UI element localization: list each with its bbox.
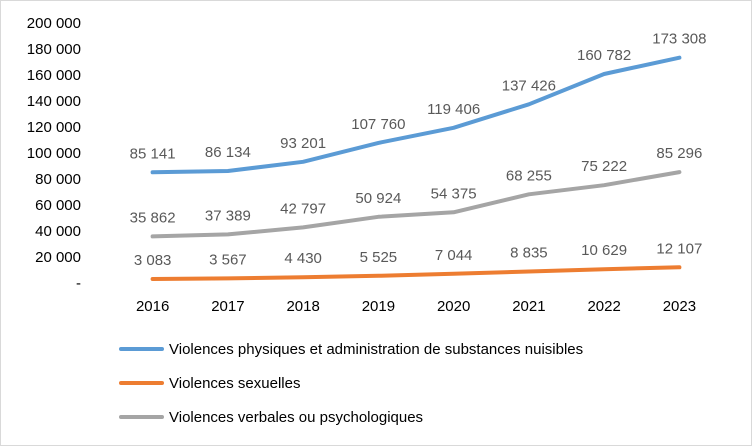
x-tick-label: 2020 (437, 298, 470, 315)
y-tick-label: 140 000 (27, 93, 81, 110)
data-label: 10 629 (581, 242, 627, 259)
data-label: 8 835 (510, 245, 548, 262)
legend-label: Violences verbales ou psychologiques (169, 409, 423, 426)
x-tick-label: 2023 (663, 298, 696, 315)
data-label: 85 296 (656, 145, 702, 162)
y-tick-label: 60 000 (35, 197, 81, 214)
data-label: 173 308 (652, 31, 706, 48)
series-line-2 (150, 170, 682, 239)
data-label: 37 389 (205, 207, 251, 224)
x-tick-label: 2021 (512, 298, 545, 315)
y-tick-label: 180 000 (27, 41, 81, 58)
series-line-0 (150, 55, 682, 175)
y-tick-label: 120 000 (27, 119, 81, 136)
x-tick-label: 2016 (136, 298, 169, 315)
y-tick-label: 80 000 (35, 171, 81, 188)
data-label: 160 782 (577, 47, 631, 64)
y-tick-label: 160 000 (27, 67, 81, 84)
series-lines (150, 55, 682, 281)
y-tick-label: 100 000 (27, 145, 81, 162)
data-label: 3 083 (134, 252, 172, 269)
x-tick-label: 2022 (587, 298, 620, 315)
data-label: 107 760 (351, 116, 405, 133)
data-labels: 85 141 86 134 93 201 107 760 119 406 137 426 1… (130, 31, 707, 269)
data-label: 86 134 (205, 144, 251, 161)
data-label: 119 406 (427, 101, 480, 118)
data-label: 93 201 (280, 135, 326, 152)
data-label: 42 797 (280, 200, 326, 217)
y-tick-label: 200 000 (27, 15, 81, 32)
y-tick-label: 20 000 (35, 249, 81, 266)
data-label: 54 375 (431, 185, 477, 202)
data-label: 3 567 (209, 251, 247, 268)
data-label: 5 525 (360, 249, 398, 266)
x-axis: 2016 2017 2018 2019 2020 2021 2022 2023 (136, 298, 696, 315)
data-label: 7 044 (435, 247, 473, 264)
data-label: 35 862 (130, 209, 176, 226)
y-tick-label: 40 000 (35, 223, 81, 240)
data-label: 68 255 (506, 167, 552, 184)
x-tick-label: 2018 (286, 298, 319, 315)
data-label: 50 924 (355, 190, 401, 207)
data-label: 75 222 (581, 158, 627, 175)
legend: Violences physiques et administration de… (119, 341, 583, 426)
y-axis: - 20 000 40 000 60 000 80 000 100 000 120 000 1… (27, 15, 81, 292)
legend-label: Violences sexuelles (169, 375, 300, 392)
data-label: 137 426 (502, 77, 556, 94)
legend-label: Violences physiques et administration de… (169, 341, 583, 358)
series-line-1 (150, 265, 682, 281)
x-tick-label: 2019 (362, 298, 395, 315)
data-label: 4 430 (284, 250, 322, 267)
x-tick-label: 2017 (211, 298, 244, 315)
y-tick-label: - (76, 275, 81, 292)
data-label: 12 107 (656, 240, 702, 257)
data-label: 85 141 (130, 145, 176, 162)
